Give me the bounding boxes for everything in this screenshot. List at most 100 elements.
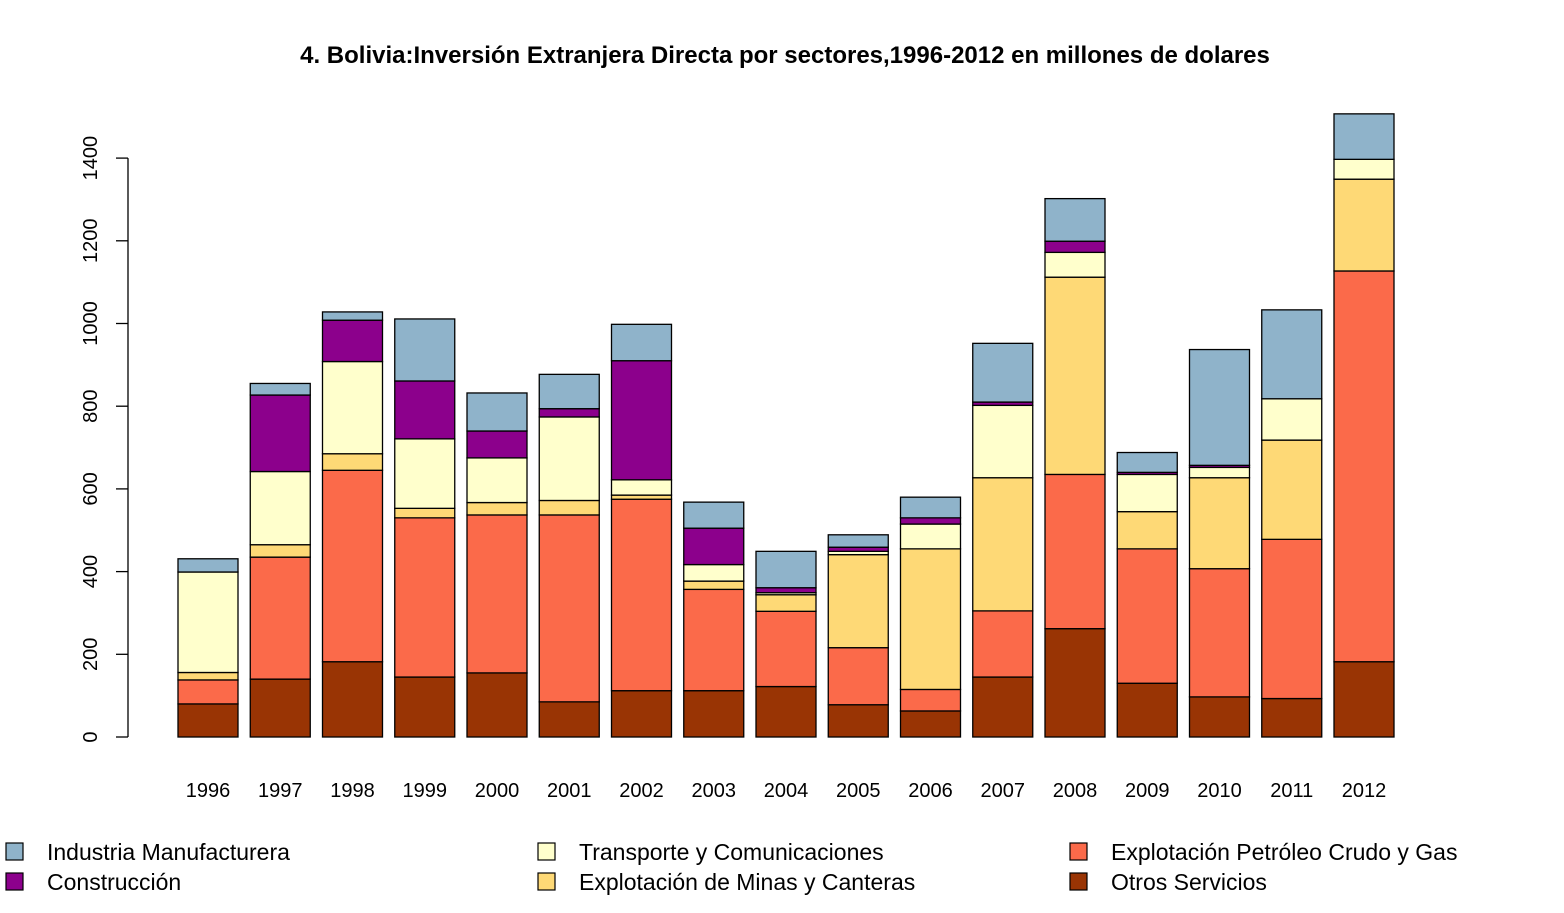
bar-segment [683, 527, 745, 566]
bar-segment [755, 685, 817, 738]
bar-segment [249, 544, 311, 558]
bar-segment [1044, 240, 1106, 254]
bar-segment [466, 392, 528, 432]
bar-segment [899, 548, 962, 691]
bar-segment [899, 523, 962, 550]
bar-segment [1044, 473, 1106, 630]
x-tick-label: 2009 [1125, 780, 1170, 802]
x-tick-label: 1996 [186, 780, 231, 802]
bar-segment [394, 676, 456, 738]
y-tick-label: 1000 [80, 301, 102, 346]
bar-segment [1261, 309, 1323, 400]
legend-item: Otros Servicios [1069, 869, 1267, 895]
y-tick-label: 600 [80, 472, 102, 505]
bar-segment [1261, 538, 1323, 700]
x-tick-label: 2002 [619, 780, 664, 802]
legend-swatch [1069, 842, 1088, 861]
bar-segment [899, 517, 962, 525]
bar-segment [321, 319, 384, 363]
bar-segment [899, 710, 962, 738]
y-tick-label: 800 [80, 390, 102, 423]
y-axis: 0 200 400 600 800 1000 1200 1400 [80, 136, 129, 743]
x-tick-label: 1997 [258, 780, 303, 802]
bar-segment [249, 382, 311, 396]
bar-segment [899, 496, 962, 519]
bar-segment [321, 661, 384, 738]
bar-segment [1188, 466, 1251, 479]
bar-segment [466, 457, 528, 504]
legend-label: Industria Manufacturera [47, 839, 290, 865]
y-tick-label: 200 [80, 638, 102, 671]
bar-segment [394, 517, 456, 678]
bar-segment [610, 323, 673, 362]
legend-swatch [537, 842, 556, 861]
legend-item: Transporte y Comunicaciones [537, 839, 884, 865]
legend-swatch [1069, 872, 1088, 891]
legend-label: Otros Servicios [1111, 869, 1267, 895]
bar-segment [827, 704, 889, 738]
bar-segment [610, 479, 673, 496]
bar-segment [1116, 473, 1178, 513]
bar-segment [538, 373, 600, 410]
x-tick-label: 2005 [836, 780, 881, 802]
bar-segment [1261, 439, 1323, 540]
legend-item: Industria Manufacturera [5, 839, 290, 865]
bar-segment [827, 647, 889, 706]
bar-segment [755, 587, 817, 594]
bar-segment [538, 416, 600, 502]
bar-segment [538, 701, 600, 738]
bar-segment [1333, 661, 1395, 738]
bar-segment [466, 672, 528, 738]
bar-segment [466, 430, 528, 459]
legend: Industria Manufacturera Construcción Trans… [5, 839, 1457, 895]
legend-item: Construcción [5, 869, 181, 895]
bar-segment [755, 550, 817, 589]
x-tick-label: 2000 [475, 780, 520, 802]
x-tick-label: 2006 [908, 780, 953, 802]
bar-segment [538, 514, 600, 703]
legend-label: Explotación Petróleo Crudo y Gas [1111, 839, 1457, 865]
bar-segment [683, 690, 745, 738]
bar-segment [1116, 682, 1178, 738]
bar-segment [177, 571, 239, 674]
x-tick-label: 1998 [330, 780, 375, 802]
x-tick-label: 2012 [1342, 780, 1387, 802]
legend-item: Explotación Petróleo Crudo y Gas [1069, 839, 1457, 865]
x-tick-label: 2010 [1197, 780, 1242, 802]
bar-segment [1044, 628, 1106, 738]
x-tick-label: 2011 [1270, 780, 1313, 802]
y-tick-label: 1400 [80, 136, 102, 181]
legend-label: Explotación de Minas y Canteras [579, 869, 915, 895]
bar-segment [683, 501, 745, 529]
bar-segment [394, 318, 456, 382]
y-tick-label: 0 [80, 731, 102, 742]
bar-segment [972, 610, 1034, 678]
bar-segment [466, 514, 528, 674]
bar-segment [755, 594, 817, 612]
x-tick-labels: 1996 1997 1998 1999 2000 2001 2002 2003 2004 2005… [186, 780, 1387, 802]
x-tick-label: 2004 [764, 780, 809, 802]
bar-segment [1044, 276, 1106, 476]
y-tick-label: 400 [80, 555, 102, 588]
bar-segment [755, 610, 817, 688]
x-tick-label: 1999 [403, 780, 448, 802]
x-tick-label: 2001 [547, 780, 592, 802]
bar-segment [249, 556, 311, 680]
bar-segment [321, 360, 384, 455]
bar-segment [177, 671, 239, 681]
bar-segment [683, 588, 745, 692]
bar-segment [1116, 548, 1178, 684]
bar-segment [610, 360, 673, 481]
bar-segment [1044, 197, 1106, 242]
bar-segment [177, 679, 239, 705]
bar-segment [1188, 568, 1251, 698]
bar-segment [538, 408, 600, 418]
bar-segment [1188, 696, 1251, 738]
bar-segment [827, 534, 889, 548]
bar-segment [249, 394, 311, 473]
bars [177, 113, 1395, 738]
bar-segment [1333, 158, 1395, 180]
legend-swatch [537, 872, 556, 891]
bar-segment [1333, 270, 1395, 663]
y-tick-label: 1200 [80, 219, 102, 263]
